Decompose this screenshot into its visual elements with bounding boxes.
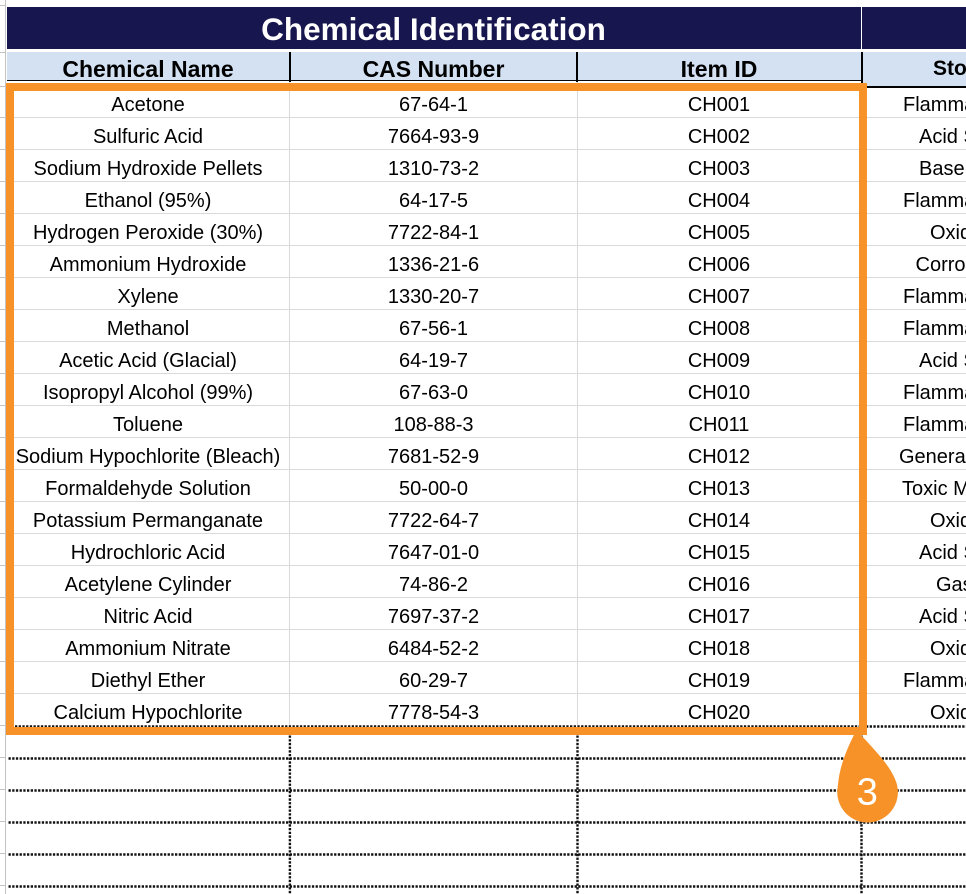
svg-text:3: 3 bbox=[857, 772, 878, 814]
